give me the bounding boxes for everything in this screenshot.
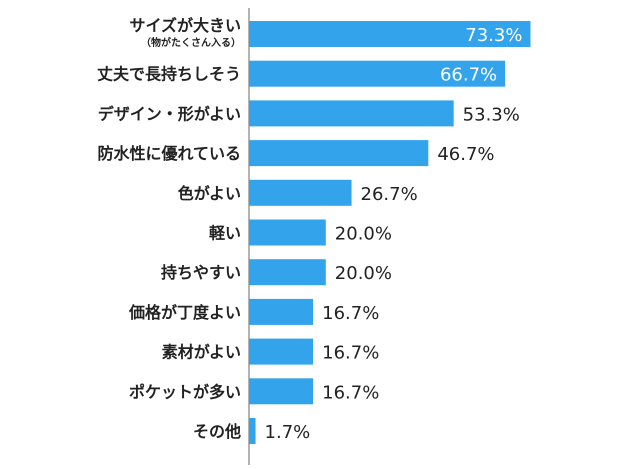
- category-label: サイズが大きい: [129, 16, 241, 35]
- value-label: 26.7%: [361, 184, 418, 205]
- bar-1: [249, 21, 531, 47]
- category-note: （物がたくさん入る）: [141, 36, 241, 49]
- bar-6: [249, 219, 326, 246]
- value-label: 1.7%: [265, 422, 311, 443]
- category-label: デザイン・形がよい: [98, 104, 241, 123]
- bar-11: [249, 418, 256, 444]
- value-label: 16.7%: [322, 343, 379, 364]
- bar-10: [249, 378, 314, 405]
- value-label: 53.3%: [463, 104, 520, 125]
- bar-7: [249, 259, 326, 286]
- category-label: 丈夫で長持ちしそう: [97, 65, 241, 84]
- bar-8: [249, 298, 314, 325]
- bar-4: [249, 140, 429, 167]
- category-label: 防水性に優れている: [97, 144, 241, 163]
- value-label: 16.7%: [322, 303, 379, 324]
- category-label: 軽い: [209, 224, 241, 243]
- bar-2: [249, 60, 506, 87]
- bar-5: [249, 179, 352, 206]
- bar-9: [249, 338, 314, 365]
- value-label: 20.0%: [335, 224, 392, 245]
- category-label: 素材がよい: [162, 343, 241, 362]
- bar-3: [249, 100, 454, 127]
- category-label: 価格が丁度よい: [128, 303, 241, 322]
- category-label: 持ちやすい: [161, 263, 241, 282]
- category-label: ポケットが多い: [129, 382, 241, 401]
- value-label: 73.3%: [465, 25, 522, 46]
- value-label: 66.7%: [440, 65, 497, 86]
- value-label: 16.7%: [322, 382, 379, 403]
- bars-group: [249, 21, 531, 444]
- value-label: 20.0%: [335, 263, 392, 284]
- labels-group: サイズが大きい（物がたくさん入る） 73.3% 丈夫で長持ちしそう 66.7% デザイン…: [97, 16, 522, 443]
- value-label: 46.7%: [437, 144, 494, 165]
- category-label: 色がよい: [178, 184, 241, 203]
- category-label: その他: [193, 422, 241, 441]
